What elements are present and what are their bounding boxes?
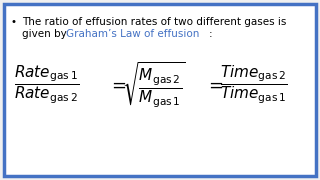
FancyBboxPatch shape <box>4 4 316 176</box>
Text: :: : <box>209 29 212 39</box>
Text: $\dfrac{\boldsymbol{\mathit{Time}}_{\mathsf{gas\,2}}}{\boldsymbol{\mathit{Time}}: $\dfrac{\boldsymbol{\mathit{Time}}_{\mat… <box>220 64 288 106</box>
Text: $=$: $=$ <box>108 76 127 94</box>
Text: •: • <box>10 17 16 27</box>
Text: given by: given by <box>22 29 70 39</box>
Text: $\sqrt{\dfrac{\boldsymbol{\mathit{M}}_{\mathsf{gas\,2}}}{\boldsymbol{\mathit{M}}: $\sqrt{\dfrac{\boldsymbol{\mathit{M}}_{\… <box>122 60 186 110</box>
Text: $=$: $=$ <box>205 76 224 94</box>
Text: $\dfrac{\boldsymbol{\mathit{Rate}}_{\mathsf{gas\,1}}}{\boldsymbol{\mathit{Rate}}: $\dfrac{\boldsymbol{\mathit{Rate}}_{\mat… <box>14 64 79 106</box>
Text: The ratio of effusion rates of two different gases is: The ratio of effusion rates of two diffe… <box>22 17 286 27</box>
Text: Graham’s Law of effusion: Graham’s Law of effusion <box>66 29 199 39</box>
